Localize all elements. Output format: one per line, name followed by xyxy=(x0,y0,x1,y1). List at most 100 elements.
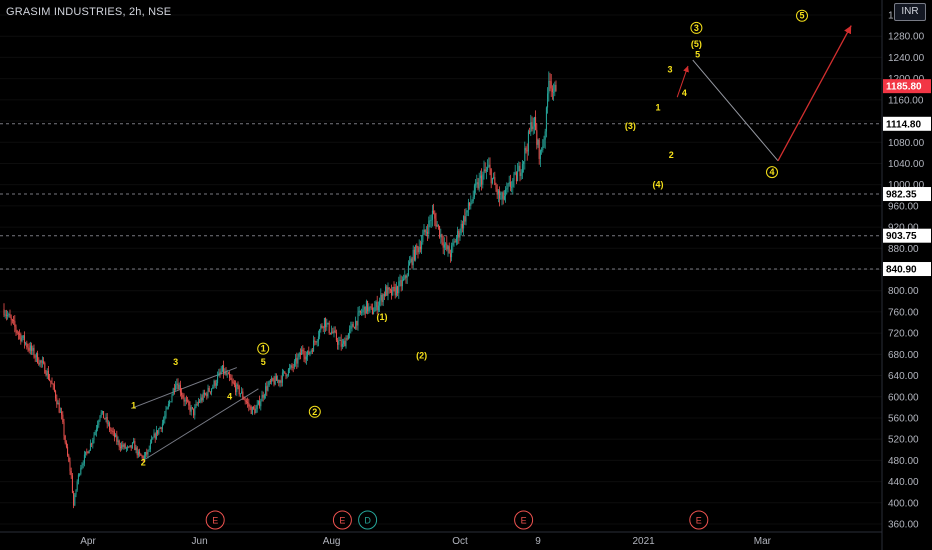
candle-body xyxy=(380,294,382,301)
candle-body xyxy=(161,423,163,430)
candle-body xyxy=(189,405,191,412)
candle-body xyxy=(116,434,118,442)
candle-body xyxy=(207,387,209,397)
candle-body xyxy=(509,181,511,187)
candle-body xyxy=(62,414,64,423)
candle-body xyxy=(445,243,447,245)
candle-body xyxy=(341,343,343,347)
candle-body xyxy=(322,327,324,329)
y-tick-label: 680.00 xyxy=(888,350,919,361)
wave-label: 3 xyxy=(667,64,672,74)
candle-body xyxy=(333,330,335,333)
candle-body xyxy=(15,326,17,331)
candle-body xyxy=(209,391,211,393)
candle-body xyxy=(383,294,385,296)
candle-body xyxy=(303,351,305,357)
candle-body xyxy=(81,464,83,468)
candle-body xyxy=(112,431,114,432)
candle-body xyxy=(82,463,84,465)
candle-body xyxy=(247,402,249,403)
candle-body xyxy=(280,380,282,383)
price-axis[interactable]: 360.00 400.00 440.00 480.00 520.00 560.00 600.… xyxy=(881,0,931,550)
candle-body xyxy=(119,446,121,449)
candle-body xyxy=(239,393,241,395)
candle-body xyxy=(220,371,222,374)
candle-body xyxy=(502,192,504,200)
candle-body xyxy=(317,336,319,341)
candle-body xyxy=(376,301,378,311)
wave-circle xyxy=(796,9,808,22)
candle-body xyxy=(370,306,372,308)
candle-body xyxy=(56,398,58,405)
candle-body xyxy=(519,165,521,177)
candle-body xyxy=(410,258,412,262)
candle-body xyxy=(441,234,443,243)
candle-body xyxy=(203,392,205,395)
candle-body xyxy=(65,442,67,447)
candle-body xyxy=(74,494,76,506)
candle-body xyxy=(458,230,460,238)
price-line-label: 903.75 xyxy=(886,231,917,242)
candle-body xyxy=(194,407,196,416)
candle-body xyxy=(493,177,495,179)
candle-body xyxy=(28,348,30,351)
candle-body xyxy=(501,192,503,199)
candle-body xyxy=(128,446,130,448)
time-axis[interactable]: Apr Jun Aug Oct 9 2021 Mar xyxy=(0,531,882,547)
candle-body xyxy=(466,210,468,213)
candle-body xyxy=(104,418,106,420)
candle-body xyxy=(394,287,396,296)
candle-body xyxy=(550,81,552,89)
candle-body xyxy=(465,212,467,222)
candle-body xyxy=(7,315,9,316)
y-tick-label: 400.00 xyxy=(888,498,919,509)
candle-body xyxy=(537,139,539,145)
candle-body xyxy=(93,435,95,440)
candle-body xyxy=(506,188,508,190)
candle-body xyxy=(266,386,268,391)
currency-button[interactable]: INR xyxy=(894,3,926,21)
candle-body xyxy=(197,401,199,405)
candle-body xyxy=(278,379,280,383)
event-marker xyxy=(332,510,352,530)
wave-label: 2 xyxy=(669,150,674,160)
candle-body xyxy=(293,361,295,368)
candle-body xyxy=(520,172,522,177)
candle-body xyxy=(447,246,449,250)
candle-body xyxy=(68,455,70,462)
candle-body xyxy=(405,275,407,278)
candle-body xyxy=(230,377,232,380)
candle-body xyxy=(331,331,333,334)
y-tick-label: 480.00 xyxy=(888,456,919,467)
candle-body xyxy=(58,402,60,413)
candle-body xyxy=(536,130,538,145)
candle-body xyxy=(463,216,465,229)
candle-body xyxy=(491,177,493,184)
candle-body xyxy=(64,435,66,443)
candle-body xyxy=(219,372,221,374)
candle-body xyxy=(497,190,499,195)
candle-body xyxy=(181,392,183,396)
candle-body xyxy=(202,392,204,401)
candle-body xyxy=(361,312,363,314)
candle-body xyxy=(173,388,175,390)
candle-body xyxy=(205,393,207,395)
x-tick-label: 2021 xyxy=(632,536,655,547)
candle-body xyxy=(423,229,425,235)
candle-body xyxy=(343,340,345,344)
candle-body xyxy=(245,401,247,403)
candle-body xyxy=(45,373,47,376)
candle-body xyxy=(513,173,515,181)
candle-body xyxy=(242,391,244,398)
price-line-tag xyxy=(883,116,931,131)
wave-label: 5 xyxy=(261,357,266,367)
candle-body xyxy=(319,329,321,337)
candle-body xyxy=(392,287,394,296)
candle-body xyxy=(495,184,497,190)
candle-body xyxy=(551,88,553,92)
candle-body xyxy=(171,395,173,402)
candle-body xyxy=(326,323,328,328)
candle-body xyxy=(139,451,141,454)
